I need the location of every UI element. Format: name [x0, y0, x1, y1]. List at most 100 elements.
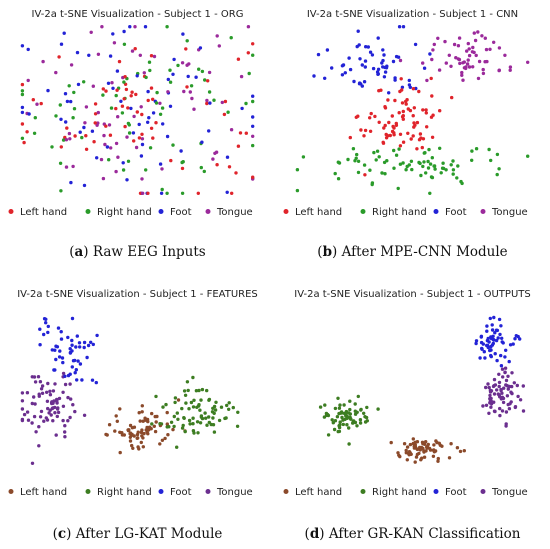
point-foot: [137, 122, 141, 127]
point-right-hand: [397, 147, 401, 151]
point-left-hand: [428, 448, 433, 452]
point-tongue: [505, 394, 510, 398]
point-tongue: [476, 30, 480, 34]
point-right-hand: [348, 399, 352, 403]
legend-d: Left hand Right hand Foot Tongue: [283, 487, 528, 498]
point-right-hand: [359, 408, 363, 412]
point-tongue: [497, 372, 501, 376]
point-tongue: [492, 392, 497, 396]
point-foot: [489, 353, 493, 358]
point-tongue: [47, 411, 51, 415]
point-foot: [57, 355, 62, 359]
point-tongue: [506, 374, 510, 378]
point-right-hand: [356, 394, 360, 399]
point-left-hand: [118, 450, 122, 455]
point-tongue: [493, 409, 497, 414]
point-left-hand: [20, 122, 25, 126]
point-tongue: [488, 397, 492, 401]
point-tongue: [504, 422, 508, 426]
point-left-hand: [431, 454, 436, 458]
point-right-hand: [251, 99, 255, 104]
point-foot: [489, 344, 493, 349]
point-right-hand: [205, 423, 209, 427]
point-right-hand: [335, 415, 340, 419]
point-right-hand: [160, 106, 165, 110]
caption-c: (c) After LG-KAT Module: [52, 526, 223, 542]
point-right-hand: [375, 149, 380, 153]
point-left-hand: [381, 141, 386, 145]
point-tongue: [481, 71, 486, 76]
point-left-hand: [73, 134, 77, 138]
point-foot: [46, 88, 50, 93]
point-foot: [68, 347, 72, 351]
point-foot: [147, 116, 151, 120]
point-right-hand: [58, 161, 63, 165]
point-right-hand: [185, 380, 190, 384]
point-foot: [59, 42, 64, 46]
point-left-hand: [386, 98, 390, 102]
point-tongue: [185, 63, 189, 67]
point-foot: [89, 340, 93, 344]
point-tongue: [503, 366, 508, 370]
point-right-hand: [188, 422, 192, 426]
point-left-hand: [185, 85, 189, 89]
point-foot: [485, 329, 489, 333]
panel-a: IV-2a t-SNE Visualization - Subject 1 - …: [0, 0, 275, 230]
point-foot: [75, 334, 80, 338]
point-right-hand: [333, 171, 337, 176]
point-right-hand: [197, 403, 201, 407]
point-left-hand: [140, 428, 144, 432]
point-tongue: [36, 375, 41, 379]
legend-label-right-hand: Right hand: [372, 487, 427, 498]
point-left-hand: [373, 114, 377, 119]
point-left-hand: [122, 433, 127, 437]
scatter-chart-d: IV-2a t-SNE Visualization - Subject 1 - …: [283, 289, 531, 498]
point-tongue: [503, 370, 507, 374]
point-right-hand: [127, 123, 131, 127]
point-left-hand: [93, 112, 98, 116]
point-tongue: [69, 63, 74, 67]
point-left-hand: [412, 446, 417, 450]
point-right-hand: [419, 173, 423, 178]
point-tongue: [502, 386, 506, 390]
point-foot: [58, 349, 62, 353]
point-right-hand: [449, 163, 453, 167]
point-right-hand: [61, 138, 66, 142]
point-right-hand: [182, 389, 187, 393]
point-right-hand: [194, 389, 199, 393]
point-foot: [225, 190, 229, 194]
point-foot: [352, 79, 356, 84]
point-right-hand: [107, 158, 111, 162]
point-left-hand: [413, 460, 417, 464]
point-foot: [73, 371, 77, 375]
point-right-hand: [365, 405, 369, 410]
point-right-hand: [172, 424, 176, 429]
point-right-hand: [422, 160, 426, 164]
point-right-hand: [407, 163, 411, 167]
point-right-hand: [207, 397, 212, 402]
legend-label-left-hand: Left hand: [295, 207, 342, 218]
point-foot: [77, 341, 82, 345]
point-right-hand: [455, 176, 459, 180]
point-tongue: [61, 371, 66, 376]
point-foot: [481, 342, 485, 346]
point-right-hand: [189, 84, 194, 88]
point-right-hand: [355, 424, 359, 428]
point-left-hand: [129, 94, 133, 98]
point-right-hand: [428, 162, 433, 166]
point-tongue: [139, 105, 143, 109]
point-tongue: [489, 405, 493, 409]
point-tongue: [20, 407, 25, 411]
point-tongue: [61, 418, 65, 423]
point-foot: [63, 374, 67, 378]
point-right-hand: [207, 415, 211, 419]
point-left-hand: [22, 140, 26, 145]
point-foot: [186, 74, 190, 79]
point-left-hand: [124, 87, 129, 92]
point-tongue: [481, 67, 485, 72]
legend-marker-left-hand: [283, 209, 289, 214]
point-left-hand: [432, 443, 436, 447]
point-left-hand: [114, 106, 118, 111]
point-foot: [360, 84, 364, 88]
point-right-hand: [497, 167, 501, 171]
